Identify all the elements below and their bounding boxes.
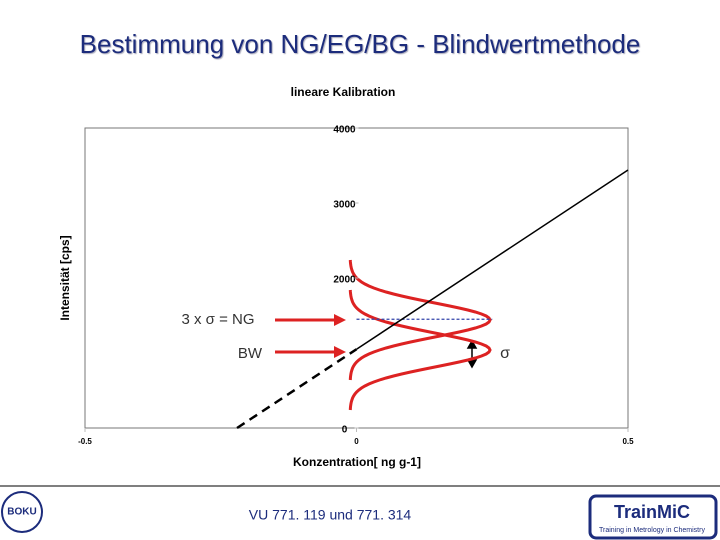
arrow-head [466, 339, 478, 349]
y-tick-label: 3000 [333, 200, 356, 211]
annotation: σ [500, 345, 510, 362]
boku-logo [1, 491, 43, 533]
arrow-head [334, 314, 346, 326]
line [356, 169, 629, 350]
trainmic-logo-subtext: Training in Metrology in Chemistry [599, 527, 705, 534]
x-axis-label: Konzentration[ ng g-1] [293, 455, 421, 469]
footer-text: VU 771. 119 und 771. 314 [249, 507, 412, 523]
x-tick-label: 0.5 [622, 437, 634, 446]
distribution-curve [348, 259, 492, 381]
y-tick-label: 4000 [333, 125, 356, 136]
trainmic-logo-text: TrainMiC [614, 502, 690, 522]
y-tick-label: 2000 [333, 275, 356, 286]
y-axis-label: Intensität [cps] [58, 235, 72, 320]
annotation: BW [238, 345, 263, 362]
trainmic-logo [588, 494, 718, 540]
chart-title: lineare Kalibration [291, 85, 396, 99]
slide-title: Bestimmung von NG/EG/BG - Blindwertmetho… [80, 29, 641, 59]
line [236, 348, 358, 430]
x-tick-label: -0.5 [78, 437, 92, 446]
y-tick-label: 0 [342, 425, 348, 436]
annotation: 3 x σ = NG [181, 311, 254, 328]
boku-logo-text: BOKU [7, 507, 36, 518]
arrow-head [334, 346, 346, 358]
distribution-curves [348, 259, 492, 411]
annotation-arrows [275, 314, 346, 358]
distribution-curve [348, 289, 492, 411]
sigma-arrow [466, 339, 478, 369]
x-tick-label: 0 [354, 437, 359, 446]
